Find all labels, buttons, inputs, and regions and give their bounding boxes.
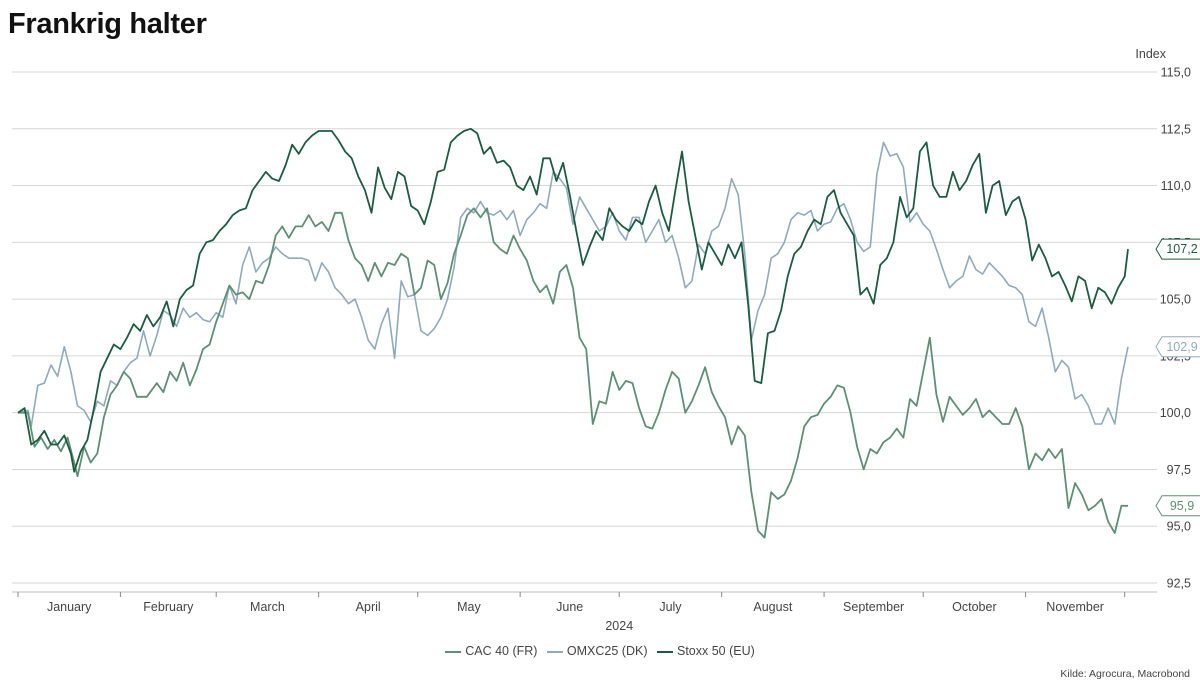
series-lines: [17, 127, 1129, 539]
y-tick-label: 105,0: [1160, 293, 1191, 307]
x-tick-label: March: [250, 600, 285, 614]
x-tick-label: May: [457, 600, 481, 614]
x-tick-label: February: [143, 600, 194, 614]
legend: CAC 40 (FR) OMXC25 (DK) Stoxx 50 (EU): [0, 644, 1200, 658]
x-tick-label: January: [47, 600, 92, 614]
x-tick-label: April: [356, 600, 381, 614]
legend-swatch-cac40: [445, 650, 462, 653]
series-line-cac40: [18, 207, 1128, 539]
x-tick-label: September: [843, 600, 904, 614]
y-tick-label: 110,0: [1161, 179, 1191, 193]
y-tick-label: 95,0: [1167, 520, 1191, 534]
y-tick-label: 100,0: [1160, 406, 1191, 420]
end-label-text: 107,2: [1166, 242, 1197, 256]
end-label-box: [1155, 336, 1200, 358]
legend-label-omxc25: OMXC25 (DK): [566, 644, 648, 658]
x-tick-label: October: [952, 600, 996, 614]
legend-item-omxc25[interactable]: OMXC25 (DK): [546, 644, 648, 658]
gridlines: [12, 71, 1157, 584]
x-tick-label: July: [659, 600, 682, 614]
legend-label-stoxx50: Stoxx 50 (EU): [676, 644, 755, 658]
legend-item-cac40[interactable]: CAC 40 (FR): [445, 644, 537, 658]
legend-label-cac40: CAC 40 (FR): [465, 644, 538, 658]
y-axis-unit-label: Index: [1135, 47, 1166, 61]
series-line-omxc25: [17, 141, 1129, 428]
y-tick-label: 92,5: [1167, 577, 1191, 591]
chart-title: Frankrig halter: [8, 8, 207, 40]
x-tick-label: June: [556, 600, 583, 614]
series-line-stoxx50: [17, 127, 1129, 473]
end-value-labels: 107,2 102,9 95,9: [1155, 238, 1200, 517]
legend-swatch-stoxx50: [656, 650, 673, 653]
source-credit: Kilde: Agrocura, Macrobond: [1060, 668, 1190, 680]
end-label-box: [1155, 238, 1200, 260]
legend-item-stoxx50[interactable]: Stoxx 50 (EU): [656, 644, 755, 658]
y-tick-label: 112,5: [1161, 122, 1191, 136]
y-tick-label: 97,5: [1167, 463, 1191, 477]
end-label-omxc25: 102,9: [1155, 336, 1200, 358]
end-label-stoxx50: 107,2: [1155, 238, 1200, 260]
end-label-text: 102,9: [1166, 340, 1197, 354]
y-tick-label: 115,0: [1161, 66, 1191, 80]
legend-swatch-omxc25: [546, 650, 563, 653]
end-label-cac40: 95,9: [1155, 495, 1200, 517]
x-axis: January February March April May June July Augu…: [12, 591, 1157, 614]
end-label-box: [1155, 495, 1200, 517]
x-tick-label: August: [753, 600, 792, 614]
end-label-text: 95,9: [1170, 499, 1194, 513]
x-tick-label: November: [1046, 600, 1104, 614]
x-axis-year-label: 2024: [605, 619, 633, 633]
